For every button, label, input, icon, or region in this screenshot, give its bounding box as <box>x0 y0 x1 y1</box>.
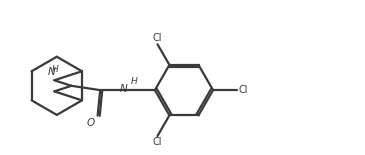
Text: H: H <box>130 77 137 86</box>
Text: Cl: Cl <box>238 85 247 95</box>
Text: O: O <box>87 118 95 128</box>
Text: N: N <box>47 67 55 77</box>
Text: H: H <box>51 65 58 74</box>
Text: N: N <box>119 84 127 94</box>
Text: Cl: Cl <box>153 33 162 43</box>
Text: Cl: Cl <box>153 137 162 147</box>
